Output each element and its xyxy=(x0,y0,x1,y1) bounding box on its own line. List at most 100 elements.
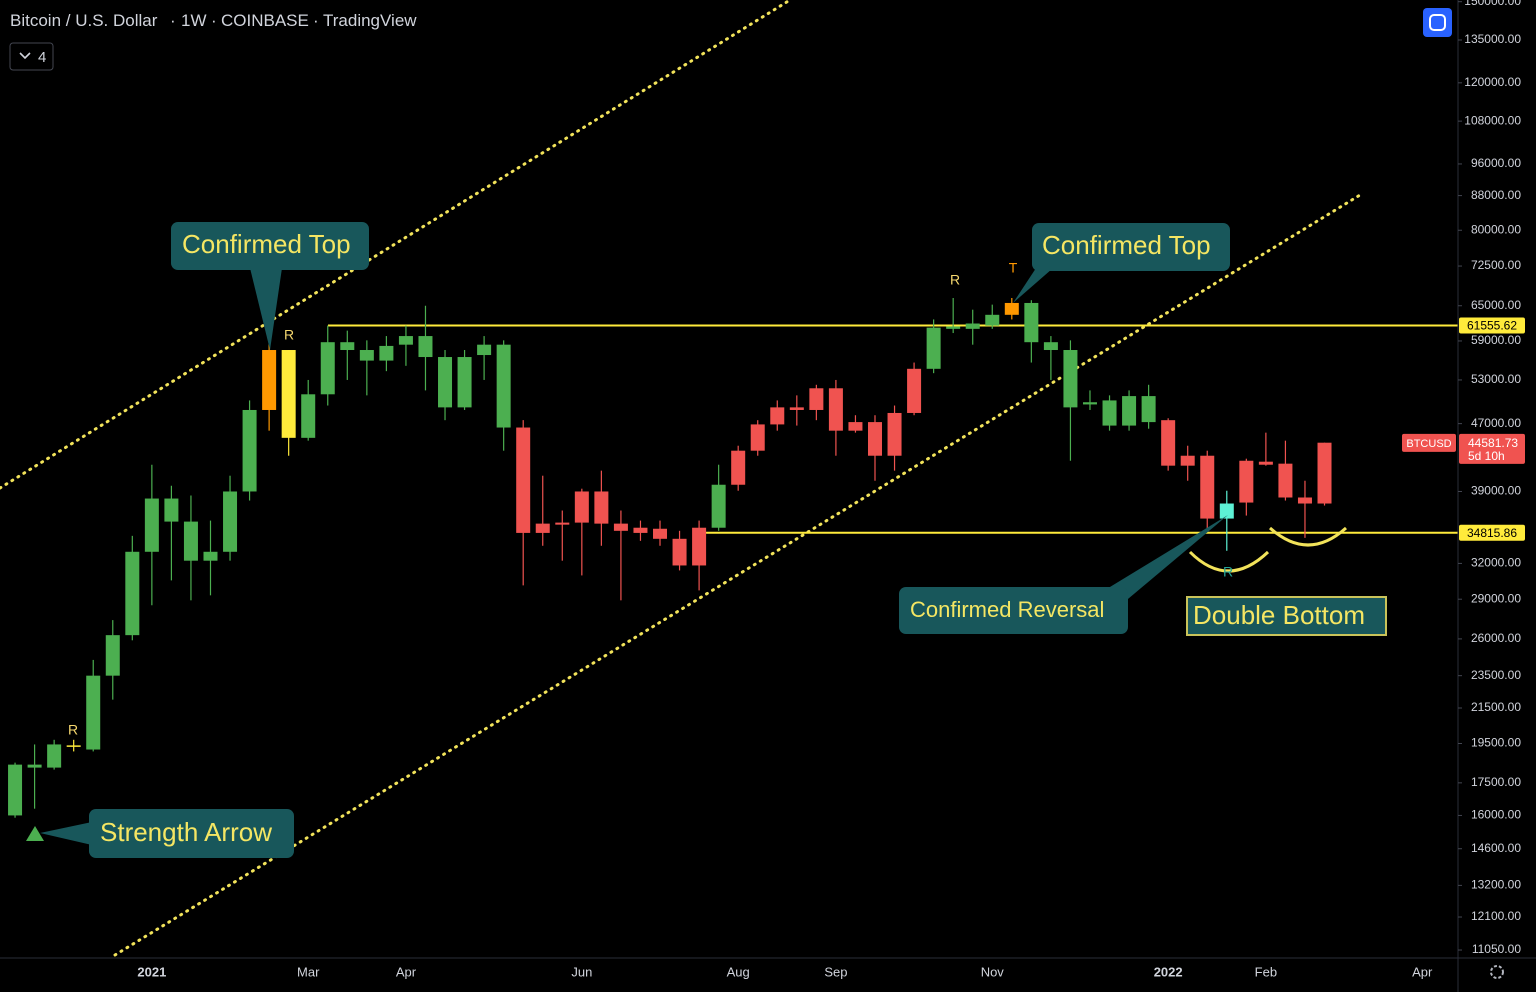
settings-button[interactable] xyxy=(1490,965,1504,979)
x-tick-label: 2021 xyxy=(137,964,166,979)
x-tick-label: Nov xyxy=(981,964,1005,979)
candle-body xyxy=(1200,455,1215,519)
gear-icon[interactable] xyxy=(1490,965,1504,979)
candle-body xyxy=(379,345,394,361)
callout-box xyxy=(171,222,369,270)
candle-body xyxy=(281,350,296,438)
y-tick-label: 11050.00 xyxy=(1472,942,1521,956)
candle-body xyxy=(731,450,746,485)
candle-body xyxy=(946,326,961,329)
y-tick-label: 13200.00 xyxy=(1471,878,1521,892)
candle-body xyxy=(183,521,198,561)
callout-text: Confirmed Top xyxy=(1042,230,1211,260)
fullscreen-button-bg[interactable] xyxy=(1423,8,1452,37)
candle-body xyxy=(477,344,492,356)
x-tick-label: Sep xyxy=(824,964,847,979)
candle-body xyxy=(1102,400,1117,426)
y-tick-label: 65000.00 xyxy=(1471,298,1521,312)
candle-body xyxy=(867,422,882,456)
candle-body xyxy=(653,528,668,539)
x-tick-label: 2022 xyxy=(1154,964,1183,979)
chevron-icon[interactable] xyxy=(19,52,31,60)
candle-body xyxy=(574,491,589,523)
candle-body xyxy=(223,491,238,552)
indicator-toggle-frame[interactable] xyxy=(9,42,54,71)
candle-body xyxy=(86,675,101,750)
candle-body xyxy=(516,427,531,533)
separator: · xyxy=(211,11,217,30)
fullscreen-icon[interactable] xyxy=(1429,14,1446,31)
annotation: Strength Arrow xyxy=(26,809,294,858)
y-tick-label: 12100.00 xyxy=(1471,909,1521,923)
candle-body xyxy=(692,527,707,566)
candle-body xyxy=(1004,302,1019,315)
candle-body xyxy=(1024,302,1039,343)
y-tick-label: 59000.00 xyxy=(1471,333,1521,347)
y-tick-label: 150000.00 xyxy=(1464,0,1521,8)
indicator-count[interactable]: 4 xyxy=(38,49,46,66)
symbol-label: BTCUSD xyxy=(1406,438,1451,450)
callout-box xyxy=(1032,223,1230,271)
channel-upper xyxy=(0,0,792,490)
candle-body xyxy=(555,522,570,525)
y-tick-label: 23500.00 xyxy=(1471,668,1521,682)
candle-body xyxy=(1141,396,1156,423)
candle-body xyxy=(1161,420,1176,466)
candle-body xyxy=(457,357,472,408)
candle-body xyxy=(144,498,159,552)
y-tick-label: 19500.00 xyxy=(1471,736,1521,750)
signal-marker: R xyxy=(950,272,960,288)
callout-text: Strength Arrow xyxy=(100,817,272,847)
candle-body xyxy=(398,336,413,345)
last-price-countdown: 5d 10h xyxy=(1468,449,1505,463)
y-tick-label: 47000.00 xyxy=(1471,416,1521,430)
price-line-tag xyxy=(1459,524,1525,541)
candle-body xyxy=(496,344,511,428)
last-price-label: 44581.73 xyxy=(1468,436,1518,450)
candle-body xyxy=(262,350,277,410)
candle-body xyxy=(1043,342,1058,351)
candle-body xyxy=(907,368,922,413)
bottom-bracket xyxy=(1188,550,1270,573)
price-line-tag xyxy=(1459,317,1525,334)
y-tick-label: 135000.00 xyxy=(1464,32,1521,46)
x-tick-label: Jun xyxy=(571,964,592,979)
candle-body xyxy=(359,350,374,361)
drawings xyxy=(0,0,1458,957)
y-tick-label: 29000.00 xyxy=(1471,591,1521,605)
callout-box xyxy=(89,809,294,858)
symbol-tag xyxy=(1402,433,1456,452)
candle-body xyxy=(828,388,843,431)
y-tick-label: 80000.00 xyxy=(1471,222,1521,236)
source: TradingView xyxy=(323,11,417,30)
candle-body xyxy=(66,745,81,747)
candle-body xyxy=(47,744,62,768)
candle-body xyxy=(1180,455,1195,466)
signal-marker: R xyxy=(1223,564,1233,580)
callout-box xyxy=(899,587,1128,634)
callout-text: Confirmed Reversal xyxy=(910,597,1104,622)
y-tick-label: 32000.00 xyxy=(1471,556,1521,570)
y-tick-label: 88000.00 xyxy=(1471,188,1521,202)
y-tick-label: 96000.00 xyxy=(1471,156,1521,170)
annotation: Confirmed Top xyxy=(171,222,369,350)
candle-body xyxy=(809,388,824,410)
interval: 1W xyxy=(181,11,207,30)
candle-body xyxy=(633,527,648,533)
label-text: Double Bottom xyxy=(1193,600,1365,630)
strength-arrow-icon xyxy=(26,826,44,841)
callout-pointer xyxy=(1013,262,1060,303)
indicator-toggle[interactable]: 4 xyxy=(9,42,54,71)
candle-body xyxy=(711,484,726,528)
candle-body xyxy=(27,764,42,768)
signal-marker: T xyxy=(1009,260,1018,276)
candle-body xyxy=(242,409,257,492)
callout-pointer xyxy=(40,822,92,845)
channel-lower xyxy=(113,193,1362,957)
candle-body xyxy=(789,407,804,410)
candle-body xyxy=(770,407,785,425)
fullscreen-button[interactable] xyxy=(1423,8,1452,37)
separator: · xyxy=(313,11,319,30)
x-tick-label: Apr xyxy=(1412,964,1433,979)
candle-body xyxy=(672,538,687,566)
